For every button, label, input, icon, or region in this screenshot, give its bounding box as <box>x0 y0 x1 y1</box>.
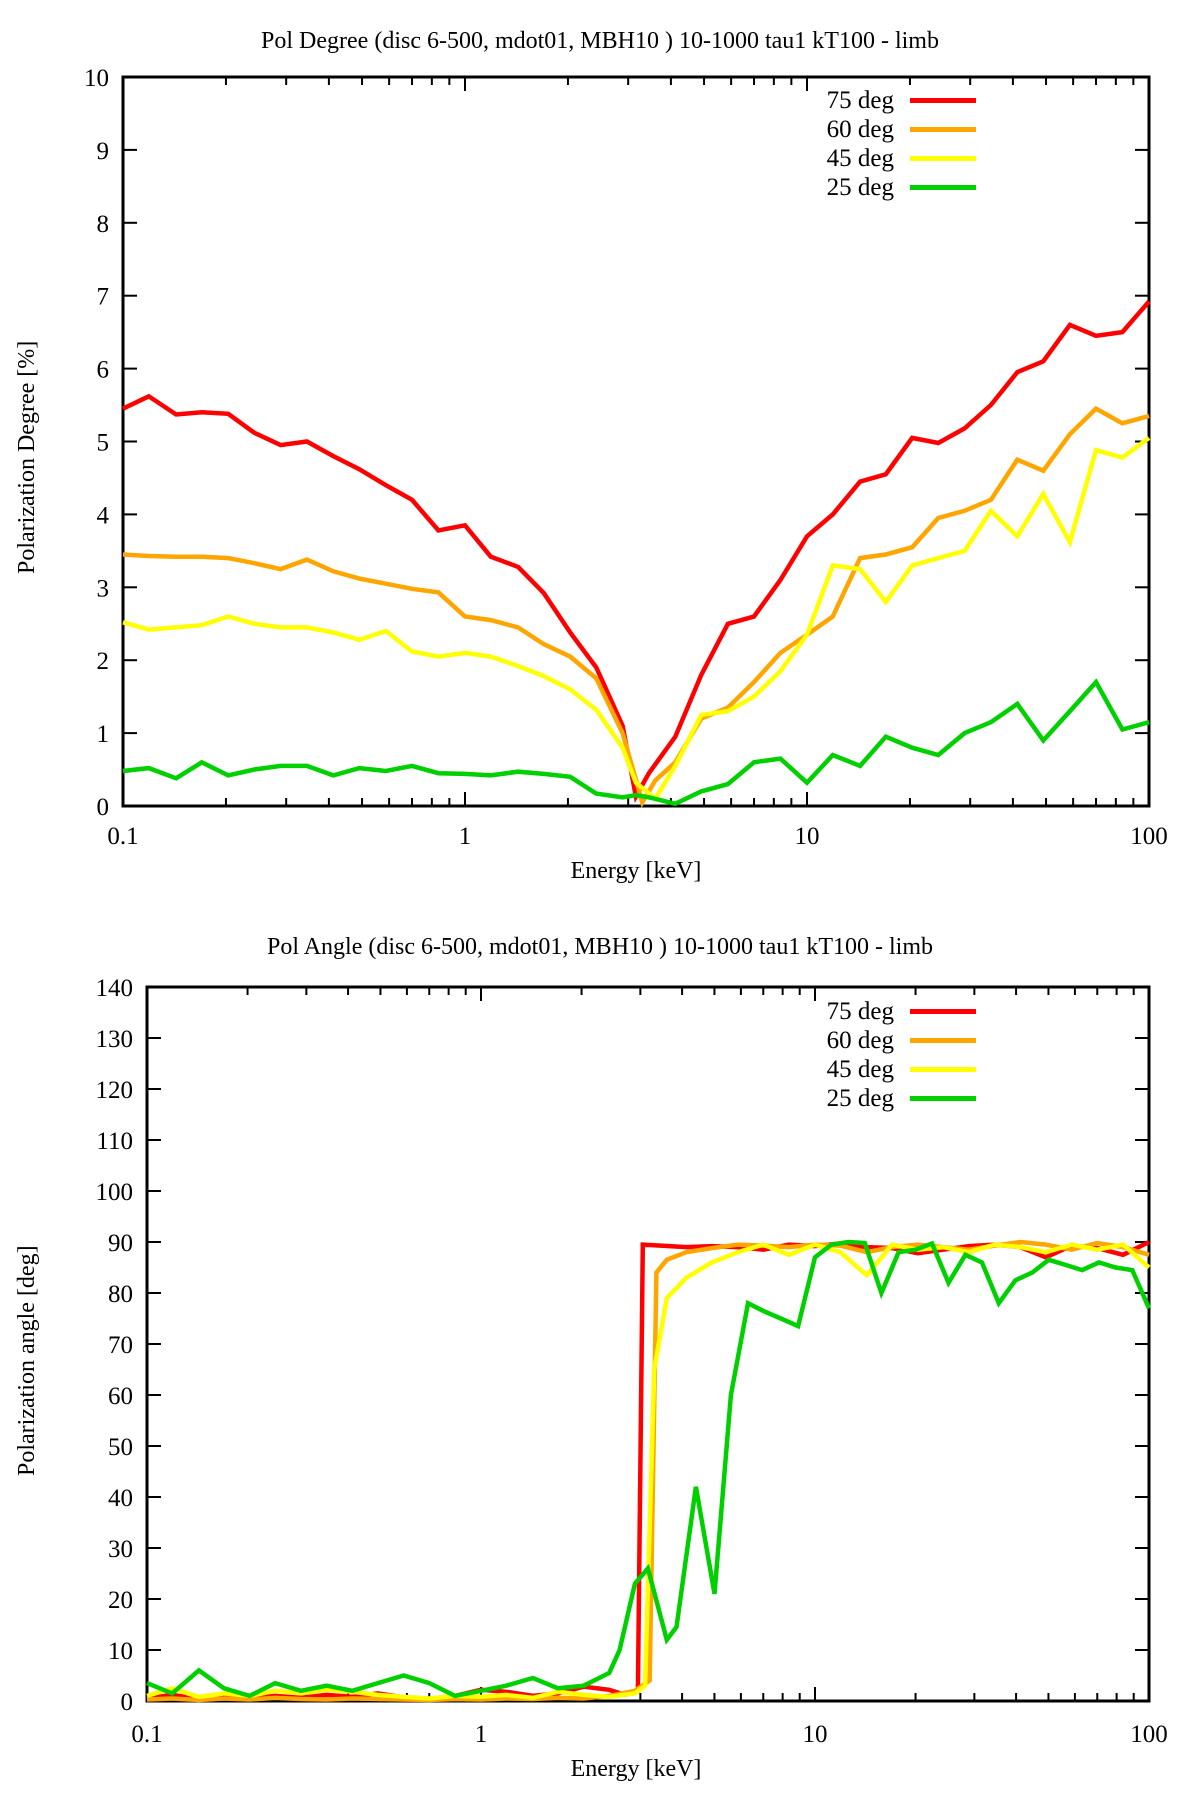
y-tick-label: 2 <box>97 648 110 675</box>
y-tick-label: 80 <box>108 1281 133 1308</box>
x-tick-label: 10 <box>795 823 820 850</box>
y-tick-label: 60 <box>108 1383 133 1410</box>
x-tick-label: 10 <box>803 1721 828 1748</box>
y-tick-label: 7 <box>97 284 110 311</box>
legend-line-45-deg <box>910 156 976 161</box>
y-tick-label: 3 <box>97 575 110 602</box>
y-tick-label: 5 <box>97 430 110 457</box>
legend-line-45-deg <box>910 1067 976 1072</box>
y-tick-label: 140 <box>96 975 134 1002</box>
legend-row: 25 deg <box>756 173 976 202</box>
series-line-45-deg <box>122 436 1151 803</box>
pol-angle-x-axis-label: Energy [keV] <box>570 1756 702 1782</box>
legend-label-60-deg: 60 deg <box>826 115 894 143</box>
legend-row: 45 deg <box>756 1055 976 1084</box>
y-tick-label: 120 <box>96 1077 134 1104</box>
pol-degree-plot: 0.1 1 10 100 0 1 2 3 4 5 6 7 8 9 10 <box>84 65 1168 850</box>
series-line-75-deg <box>146 1239 1150 1702</box>
x-tick-label: 0.1 <box>107 823 138 850</box>
legend-line-60-deg <box>910 127 976 132</box>
legend-label-60-deg: 60 deg <box>826 1026 894 1054</box>
x-tick-label: 1 <box>475 1721 488 1748</box>
y-tick-label: 6 <box>97 357 110 384</box>
pol-degree-x-axis-label: Energy [keV] <box>570 858 702 884</box>
y-tick-label: 40 <box>108 1485 133 1512</box>
legend-label-45-deg: 45 deg <box>826 1055 894 1083</box>
legend-row: 60 deg <box>756 115 976 144</box>
y-tick-label: 10 <box>108 1638 133 1665</box>
y-tick-label: 50 <box>108 1434 133 1461</box>
legend-label-75-deg: 75 deg <box>826 997 894 1025</box>
legend-line-75-deg <box>910 98 976 103</box>
legend-row: 75 deg <box>756 997 976 1026</box>
y-tick-label: 130 <box>96 1026 134 1053</box>
legend-label-25-deg: 25 deg <box>826 173 894 201</box>
series-line-45-deg <box>146 1242 1151 1701</box>
plot-border <box>145 985 1151 1703</box>
y-tick-label: 30 <box>108 1536 133 1563</box>
pol-angle-title: Pol Angle (disc 6-500, mdot01, MBH10 ) 1… <box>267 934 933 960</box>
y-tick-label: 100 <box>96 1179 134 1206</box>
legend-line-60-deg <box>910 1038 976 1043</box>
x-tick-label: 1 <box>459 823 472 850</box>
pol-degree-chart: Pol Degree (disc 6-500, mdot01, MBH10 ) … <box>14 28 1168 884</box>
y-tick-label: 0 <box>97 794 110 821</box>
legend-label-75-deg: 75 deg <box>826 86 894 114</box>
series-line-75-deg <box>122 300 1151 804</box>
y-tick-label: 90 <box>108 1230 133 1257</box>
legend-row: 25 deg <box>756 1084 976 1113</box>
pol-degree-legend: 75 deg 60 deg 45 deg 25 deg <box>756 86 976 202</box>
y-tick-label: 20 <box>108 1587 133 1614</box>
series-line-25-deg <box>146 1239 1152 1699</box>
y-tick-label: 110 <box>96 1128 133 1155</box>
y-tick-label: 8 <box>97 211 110 238</box>
series-line-25-deg <box>122 678 1150 807</box>
x-tick-label: 100 <box>1130 823 1168 850</box>
legend-row: 60 deg <box>756 1026 976 1055</box>
legend-line-75-deg <box>910 1009 976 1014</box>
pol-degree-title: Pol Degree (disc 6-500, mdot01, MBH10 ) … <box>261 28 939 54</box>
legend-line-25-deg <box>910 185 976 190</box>
legend-row: 45 deg <box>756 144 976 173</box>
y-tick-label: 70 <box>108 1332 133 1359</box>
plot-border <box>121 75 1151 808</box>
y-tick-label: 1 <box>97 721 110 748</box>
legend-row: 75 deg <box>756 86 976 115</box>
legend-line-25-deg <box>910 1096 976 1101</box>
x-tick-label: 0.1 <box>131 1721 162 1748</box>
y-tick-label: 10 <box>84 65 109 92</box>
legend-label-25-deg: 25 deg <box>826 1084 894 1112</box>
y-tick-label: 0 <box>121 1689 134 1716</box>
y-tick-label: 9 <box>97 138 110 165</box>
legend-label-45-deg: 45 deg <box>826 144 894 172</box>
y-tick-label: 4 <box>97 502 110 529</box>
series-line-60-deg <box>122 405 1150 809</box>
pol-angle-legend: 75 deg 60 deg 45 deg 25 deg <box>756 997 976 1113</box>
pol-angle-plot: 0.1 1 10 1000102030405060708090100110120130… <box>96 975 1168 1748</box>
x-tick-label: 100 <box>1130 1721 1168 1748</box>
pol-angle-chart: Pol Angle (disc 6-500, mdot01, MBH10 ) 1… <box>0 900 1200 1800</box>
